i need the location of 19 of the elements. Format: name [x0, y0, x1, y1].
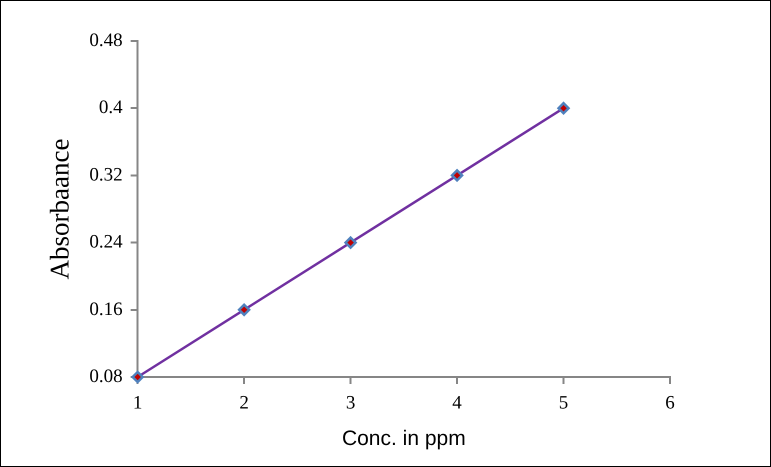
y-tick-label: 0.48: [89, 30, 123, 51]
point: [344, 236, 357, 249]
y-tick-label: 0.32: [89, 164, 123, 186]
x-tick-label: 2: [239, 392, 249, 414]
y-tick-label: 0.24: [89, 232, 124, 253]
y-tick-label: 0.16: [89, 298, 123, 320]
x-axis-title: Conc. in ppm: [342, 427, 466, 450]
x-tick-label: 1: [132, 392, 142, 414]
x-tick-label: 6: [665, 392, 675, 414]
point: [131, 370, 144, 384]
x-tick-label: 5: [558, 392, 568, 414]
point: [450, 169, 464, 182]
y-tick-label: 0.4: [98, 97, 124, 118]
x-tick-label: 4: [452, 392, 462, 414]
point: [238, 304, 250, 316]
y-axis-title: Absorbaance: [44, 138, 74, 280]
x-tick-label: 3: [346, 392, 356, 414]
y-tick-label: 0.08: [89, 366, 123, 387]
point: [557, 102, 570, 114]
